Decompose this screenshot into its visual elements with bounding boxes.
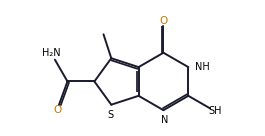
Text: S: S [107,110,113,120]
Text: O: O [53,105,61,115]
Text: H₂N: H₂N [42,48,60,58]
Text: O: O [159,16,167,26]
Text: SH: SH [208,106,222,116]
Text: NH: NH [195,62,210,72]
Text: N: N [161,115,168,125]
